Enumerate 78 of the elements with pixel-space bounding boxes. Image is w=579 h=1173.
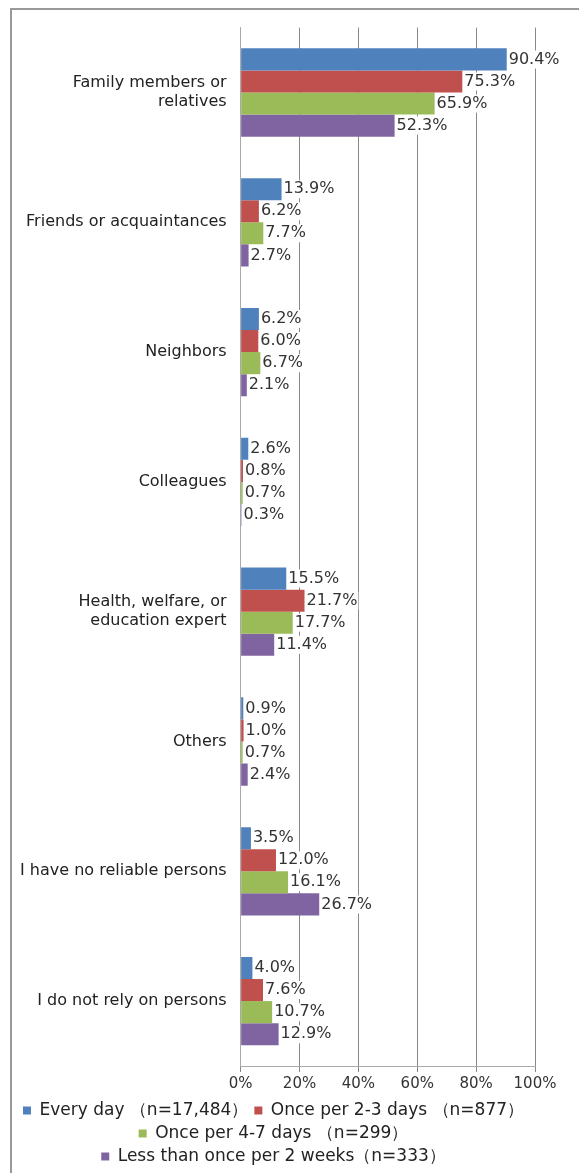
data-label: 0.9% [245, 697, 286, 717]
data-label: 75.3% [464, 70, 516, 90]
bar [241, 200, 259, 223]
data-label: 4.0% [254, 957, 296, 977]
data-label: 52.3% [396, 114, 448, 134]
data-label: 0.7% [244, 741, 286, 761]
x-tick-label: 20% [282, 1073, 317, 1092]
x-tick-label: 0% [228, 1073, 253, 1092]
data-label: 90.4% [508, 48, 560, 68]
legend-label: Once per 2-3 days （n=877） [270, 1098, 525, 1119]
legend-label: Less than once per 2 weeks（n=333） [117, 1144, 446, 1165]
bar [241, 437, 249, 460]
y-tick-label: Health, welfare, or education expert [78, 591, 228, 630]
data-label: 10.7% [274, 1001, 325, 1021]
legend-label: Every day （n=17,484） [39, 1098, 249, 1119]
data-label: 17.7% [294, 611, 346, 631]
bar [241, 330, 259, 353]
bar [241, 92, 435, 115]
data-label: 6.0% [260, 330, 301, 350]
bar [241, 893, 320, 916]
data-label: 0.8% [245, 460, 286, 480]
data-label: 7.7% [265, 222, 306, 242]
bar [241, 244, 249, 267]
bar [241, 114, 395, 137]
bar [241, 827, 251, 850]
bar [241, 352, 261, 375]
data-label: 0.3% [243, 504, 285, 524]
bar [241, 1023, 279, 1046]
y-tick-label: Neighbors [145, 341, 227, 361]
bar [241, 956, 253, 980]
data-label: 2.1% [248, 374, 290, 394]
y-tick-label: I do not rely on persons [37, 990, 227, 1010]
x-tick-label: 100% [513, 1073, 557, 1092]
legend-label: Once per 4-7 days （n=299） [155, 1121, 409, 1142]
bar [241, 70, 463, 93]
data-label: 12.0% [277, 849, 329, 869]
x-tick-label: 80% [459, 1073, 493, 1092]
data-label: 6.2% [260, 308, 302, 328]
data-label: 6.2% [260, 200, 302, 220]
y-tick-label: Friends or acquaintances [26, 211, 227, 231]
bar [241, 871, 289, 894]
bar [241, 611, 293, 634]
bar [241, 589, 305, 612]
data-label: 1.0% [245, 719, 287, 739]
data-label: 7.6% [265, 979, 306, 999]
data-label: 2.6% [250, 437, 291, 457]
bar [241, 763, 248, 786]
data-label: 2.4% [249, 763, 291, 783]
y-tick-label: Colleagues [138, 471, 227, 491]
bar [241, 719, 244, 742]
bar [241, 48, 507, 71]
bar [241, 849, 276, 872]
data-label: 15.5% [288, 567, 340, 587]
data-label: 3.5% [252, 827, 294, 847]
data-label: 16.1% [290, 871, 341, 891]
data-label: 12.9% [280, 1023, 332, 1043]
data-label: 26.7% [321, 893, 373, 913]
data-label: 65.9% [436, 92, 488, 112]
bar [241, 222, 264, 245]
x-tick-label: 40% [341, 1073, 376, 1092]
data-label: 11.4% [276, 633, 328, 653]
bar [241, 178, 282, 201]
y-tick-label: I have no reliable persons [20, 860, 227, 880]
bar [241, 697, 244, 720]
y-tick-label: Others [172, 730, 227, 750]
bar [241, 307, 259, 331]
bar [241, 979, 264, 1002]
bar [241, 567, 287, 590]
x-tick-label: 60% [400, 1073, 434, 1092]
bar [241, 1001, 273, 1024]
bar [241, 374, 247, 397]
bar [241, 633, 275, 656]
data-label: 21.7% [306, 589, 358, 609]
data-label: 13.9% [283, 178, 335, 198]
data-label: 0.7% [244, 482, 286, 502]
data-label: 2.7% [250, 244, 292, 264]
data-label: 6.7% [262, 352, 304, 372]
y-tick-label: Family members or relatives [72, 72, 228, 111]
